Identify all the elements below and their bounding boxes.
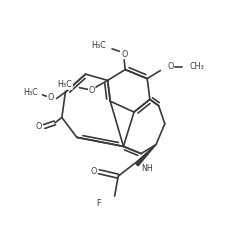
Text: CH₃: CH₃ (189, 62, 204, 71)
Text: NH: NH (141, 164, 153, 173)
Text: H₃C: H₃C (91, 41, 106, 50)
Text: H₃C: H₃C (58, 81, 72, 90)
Text: O: O (121, 50, 128, 59)
Polygon shape (135, 145, 156, 166)
Text: H₃C: H₃C (23, 88, 38, 97)
Text: O: O (167, 62, 174, 71)
Text: O: O (88, 86, 95, 95)
Text: O: O (90, 167, 97, 176)
Text: O: O (36, 122, 42, 131)
Text: F: F (97, 199, 101, 208)
Text: O: O (47, 93, 54, 102)
